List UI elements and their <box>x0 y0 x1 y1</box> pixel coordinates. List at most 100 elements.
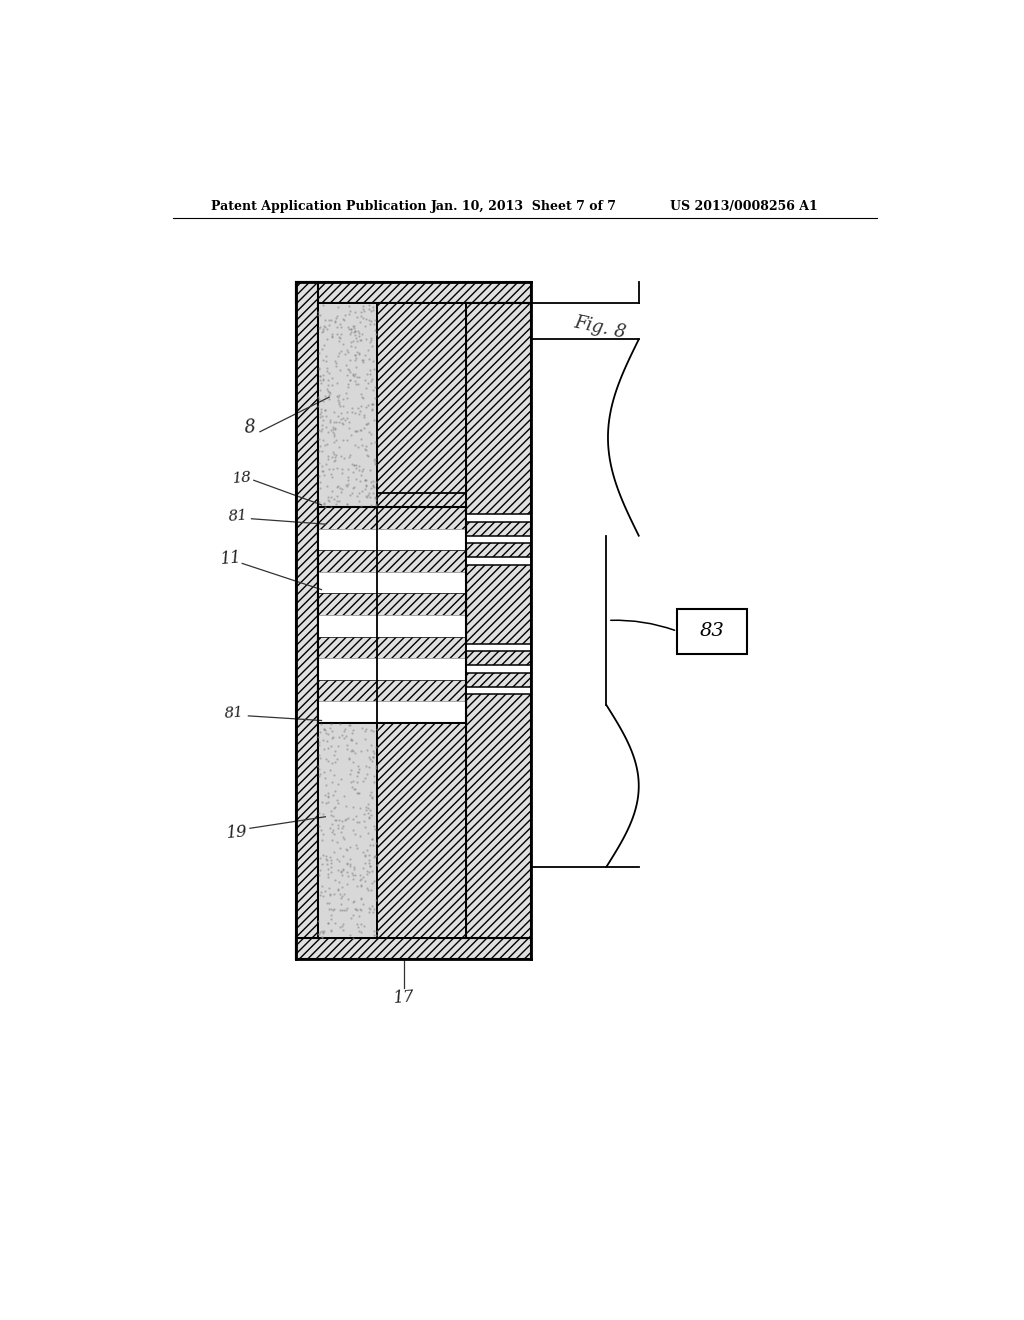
Point <box>321 892 337 913</box>
Point <box>347 363 364 384</box>
Point <box>312 401 329 422</box>
Point <box>325 326 341 347</box>
Bar <box>317 594 466 615</box>
Point <box>361 313 378 334</box>
Point <box>312 304 329 325</box>
Point <box>312 714 329 735</box>
Point <box>334 876 350 898</box>
Point <box>353 899 370 920</box>
Point <box>342 714 358 735</box>
Point <box>354 298 371 319</box>
Point <box>366 313 382 334</box>
Point <box>347 337 364 358</box>
Point <box>315 429 332 450</box>
Point <box>361 359 378 380</box>
Point <box>322 363 338 384</box>
Point <box>355 301 372 322</box>
Point <box>329 385 345 407</box>
Point <box>315 368 332 389</box>
Point <box>348 421 365 442</box>
Point <box>311 859 328 880</box>
Point <box>352 899 369 920</box>
Point <box>338 899 354 920</box>
Point <box>351 326 368 347</box>
Point <box>345 719 361 741</box>
Point <box>347 319 364 341</box>
Point <box>310 317 327 338</box>
Point <box>338 354 354 375</box>
Point <box>355 407 372 428</box>
Bar <box>317 531 341 591</box>
Bar <box>466 304 531 937</box>
Point <box>351 343 368 364</box>
Point <box>362 330 379 351</box>
Point <box>351 400 368 421</box>
Point <box>334 865 350 886</box>
Point <box>323 463 339 484</box>
Point <box>316 496 333 517</box>
Point <box>365 873 381 894</box>
Point <box>321 384 337 405</box>
Point <box>315 315 332 337</box>
Point <box>338 838 354 859</box>
Point <box>346 779 362 800</box>
Point <box>326 899 342 920</box>
Point <box>313 321 330 342</box>
Point <box>368 758 384 779</box>
Point <box>329 748 345 770</box>
Point <box>358 396 375 417</box>
Point <box>329 458 345 479</box>
Point <box>351 870 368 891</box>
Point <box>348 330 365 351</box>
Point <box>334 817 350 838</box>
Point <box>343 331 359 352</box>
Point <box>368 833 384 854</box>
Point <box>341 304 357 325</box>
Point <box>337 305 353 326</box>
Point <box>316 310 333 331</box>
Point <box>336 829 352 850</box>
Point <box>334 913 350 935</box>
Point <box>344 401 360 422</box>
Point <box>324 721 340 742</box>
Point <box>369 719 385 741</box>
Point <box>343 760 359 781</box>
Point <box>354 459 371 480</box>
Point <box>353 869 370 890</box>
Point <box>313 920 330 941</box>
Point <box>360 412 377 433</box>
Point <box>344 454 360 475</box>
Point <box>366 742 382 763</box>
Point <box>313 372 330 393</box>
Point <box>317 351 334 372</box>
Point <box>314 364 331 385</box>
Point <box>325 805 341 826</box>
Point <box>313 421 330 442</box>
Point <box>362 781 379 803</box>
Point <box>325 820 341 841</box>
Point <box>335 309 351 330</box>
Point <box>359 339 376 360</box>
Point <box>366 450 382 471</box>
Point <box>333 482 349 503</box>
Point <box>339 494 355 515</box>
Point <box>318 730 335 751</box>
Bar <box>317 507 466 723</box>
Point <box>353 887 370 908</box>
Point <box>316 400 333 421</box>
Point <box>350 812 367 833</box>
Point <box>338 383 354 404</box>
Point <box>314 829 331 850</box>
Point <box>344 331 360 352</box>
Point <box>344 862 360 883</box>
Point <box>345 315 361 337</box>
Point <box>366 379 382 400</box>
Point <box>336 721 352 742</box>
Point <box>319 783 336 804</box>
Point <box>351 759 368 780</box>
Point <box>342 445 358 466</box>
Point <box>342 301 358 322</box>
Point <box>332 392 348 413</box>
Point <box>319 447 336 469</box>
Point <box>327 424 343 445</box>
